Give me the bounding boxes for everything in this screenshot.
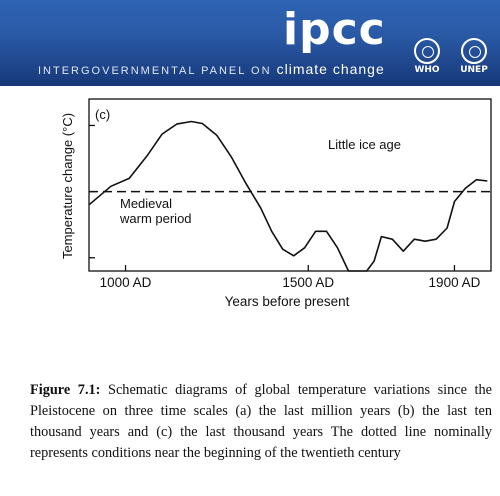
caption-label: Figure 7.1:	[30, 382, 101, 398]
annotation-medieval: Medieval	[120, 196, 172, 211]
x-tick-label-0: 1000 AD	[100, 275, 152, 290]
who-emblem-icon	[414, 38, 440, 64]
subtitle-prefix: INTERGOVERNMENTAL PANEL ON	[38, 65, 277, 77]
caption-text: Schematic diagrams of global temperature…	[30, 382, 492, 461]
x-tick-label-2: 1900 AD	[429, 275, 481, 290]
who-label: WHO	[414, 65, 440, 75]
plot-frame	[88, 98, 492, 272]
temperature-chart: 1000 AD 1500 AD 1900 AD (c) Little ice age…	[60, 98, 492, 309]
subtitle-emphasis: climate change	[276, 61, 385, 77]
panel-label: (c)	[95, 107, 110, 122]
unep-logo: UNEP	[452, 38, 496, 75]
temperature-curve	[88, 120, 488, 272]
ipcc-subtitle: INTERGOVERNMENTAL PANEL ON climate chang…	[38, 61, 385, 77]
unep-emblem-icon	[461, 38, 487, 64]
y-axis-label: Temperature change (°C)	[60, 113, 75, 259]
ipcc-logo: ipcc	[283, 4, 386, 55]
unep-label: UNEP	[460, 65, 488, 75]
ipcc-banner: ipcc INTERGOVERNMENTAL PANEL ON climate …	[0, 0, 500, 86]
figure-caption: Figure 7.1: Schematic diagrams of global…	[30, 380, 492, 464]
x-tick-label-1: 1500 AD	[282, 275, 334, 290]
who-logo: WHO	[405, 38, 449, 75]
annotation-little-ice-age: Little ice age	[328, 137, 401, 152]
x-axis-label: Years before present	[225, 294, 350, 309]
annotation-warm-period: warm period	[119, 211, 192, 226]
